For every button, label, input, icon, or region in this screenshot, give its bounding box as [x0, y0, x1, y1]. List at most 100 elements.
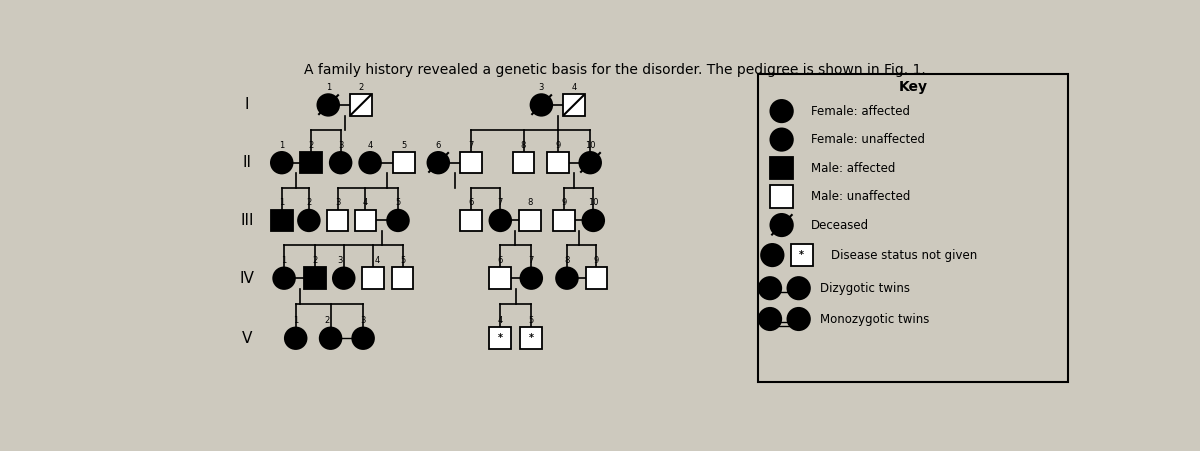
Bar [326, 210, 348, 231]
Text: 3: 3 [338, 141, 343, 150]
Circle shape [353, 327, 374, 349]
Text: 9: 9 [562, 198, 566, 207]
Bar [563, 94, 584, 116]
Text: *: * [770, 250, 775, 260]
Circle shape [271, 152, 293, 174]
Text: 5: 5 [395, 198, 401, 207]
Text: 8: 8 [527, 198, 533, 207]
Text: 7: 7 [529, 256, 534, 265]
Text: V: V [241, 331, 252, 346]
Bar [490, 327, 511, 349]
Bar [460, 152, 481, 174]
Bar [791, 244, 814, 266]
Bar [758, 74, 1068, 382]
Text: 1: 1 [325, 83, 331, 92]
Text: 9: 9 [594, 256, 599, 265]
Text: 3: 3 [539, 83, 544, 92]
Text: *: * [396, 216, 401, 226]
Circle shape [556, 267, 578, 289]
Text: 5: 5 [400, 256, 406, 265]
Circle shape [521, 267, 542, 289]
Text: *: * [799, 250, 804, 260]
Bar [521, 327, 542, 349]
Text: 4: 4 [362, 198, 368, 207]
Text: 2: 2 [358, 83, 364, 92]
Circle shape [582, 210, 604, 231]
Text: III: III [240, 213, 253, 228]
Circle shape [770, 100, 793, 122]
Text: 1: 1 [293, 316, 299, 325]
Text: 3: 3 [360, 316, 366, 325]
Text: Key: Key [899, 80, 928, 94]
Text: 2: 2 [324, 316, 329, 325]
Circle shape [359, 152, 380, 174]
Text: 10: 10 [588, 198, 599, 207]
Bar [394, 152, 415, 174]
Text: 2: 2 [306, 198, 312, 207]
Text: 4: 4 [374, 256, 379, 265]
Circle shape [770, 129, 793, 151]
Text: 3: 3 [335, 198, 341, 207]
Bar [362, 267, 384, 289]
Bar [460, 210, 481, 231]
Text: 10: 10 [584, 141, 595, 150]
Text: 1: 1 [282, 256, 287, 265]
Text: *: * [361, 333, 366, 343]
Text: Male: unaffected: Male: unaffected [811, 190, 911, 203]
Text: 2: 2 [308, 141, 314, 150]
Text: 8: 8 [564, 256, 570, 265]
Circle shape [427, 152, 449, 174]
Bar [547, 152, 569, 174]
Circle shape [298, 210, 319, 231]
Text: 9: 9 [556, 141, 560, 150]
Text: 4: 4 [367, 141, 373, 150]
Circle shape [580, 152, 601, 174]
Circle shape [770, 214, 793, 236]
Text: *: * [529, 333, 534, 343]
Text: 4: 4 [571, 83, 576, 92]
Text: Female: affected: Female: affected [811, 105, 910, 118]
Circle shape [332, 267, 355, 289]
Bar [300, 152, 322, 174]
Text: 1: 1 [280, 141, 284, 150]
Text: Monozygotic twins: Monozygotic twins [821, 313, 930, 326]
Circle shape [317, 94, 340, 116]
Bar [355, 210, 377, 231]
Text: 6: 6 [498, 256, 503, 265]
Circle shape [388, 210, 409, 231]
Text: 6: 6 [468, 198, 474, 207]
Bar [512, 152, 534, 174]
Text: 4: 4 [498, 316, 503, 325]
Text: I: I [245, 97, 250, 112]
Text: 3: 3 [337, 256, 342, 265]
Bar [770, 157, 793, 179]
Text: II: II [242, 155, 251, 170]
Bar [553, 210, 575, 231]
Text: Dizygotic twins: Dizygotic twins [821, 282, 911, 295]
Text: 5: 5 [402, 141, 407, 150]
Bar [350, 94, 372, 116]
Circle shape [330, 152, 352, 174]
Text: 7: 7 [498, 198, 503, 207]
Text: 8: 8 [521, 141, 527, 150]
Bar [271, 210, 293, 231]
Bar [518, 210, 541, 231]
Text: Male: affected: Male: affected [811, 161, 895, 175]
Text: Female: unaffected: Female: unaffected [811, 133, 925, 146]
Circle shape [758, 277, 781, 299]
Bar [391, 267, 414, 289]
Circle shape [530, 94, 552, 116]
Text: Deceased: Deceased [811, 219, 869, 231]
Bar [586, 267, 607, 289]
Bar [490, 267, 511, 289]
Text: 1: 1 [280, 198, 284, 207]
Circle shape [284, 327, 306, 349]
Circle shape [274, 267, 295, 289]
Circle shape [319, 327, 342, 349]
Text: Disease status not given: Disease status not given [832, 249, 978, 262]
Text: 6: 6 [436, 141, 440, 150]
Bar [305, 267, 326, 289]
Circle shape [490, 210, 511, 231]
Circle shape [787, 308, 810, 330]
Bar [770, 185, 793, 208]
